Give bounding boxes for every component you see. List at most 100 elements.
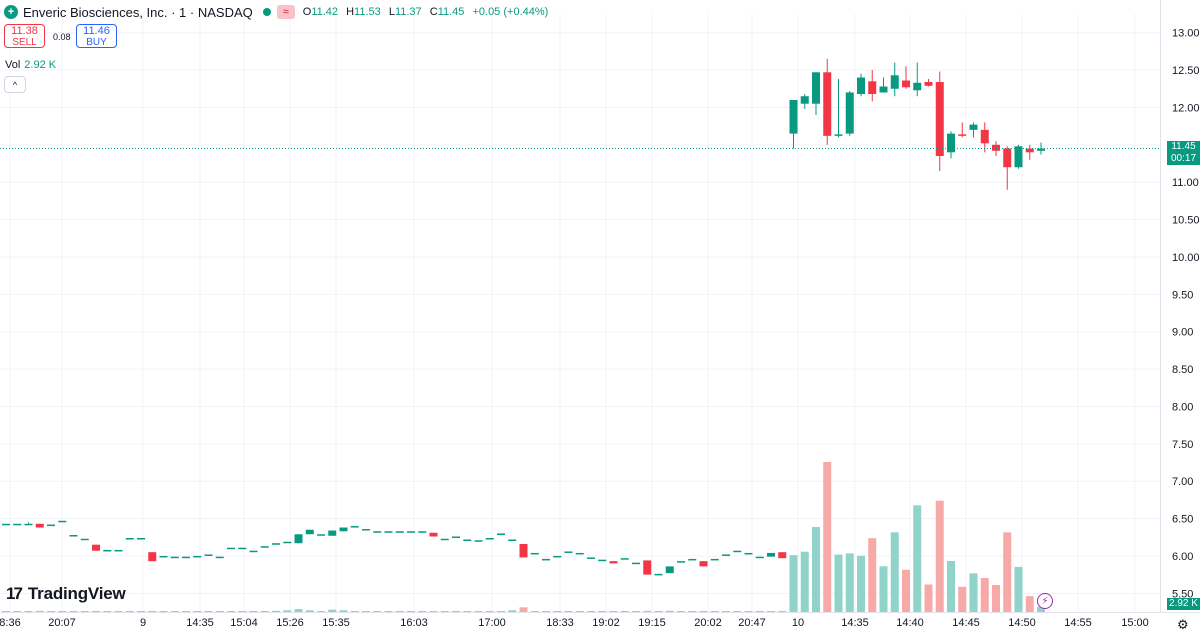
candle-body — [463, 539, 472, 541]
candle-body — [35, 523, 44, 528]
sell-button[interactable]: 11.38 SELL — [4, 24, 45, 48]
volume-bar — [227, 611, 235, 612]
volume-bar — [159, 611, 168, 612]
candle-body — [620, 558, 629, 560]
tradingview-logo[interactable]: 17 TradingView — [6, 584, 126, 604]
candle-body — [789, 99, 798, 134]
candle-body — [834, 134, 843, 136]
volume-bar — [688, 611, 697, 612]
volume-bar — [542, 611, 550, 612]
candle-body — [13, 523, 22, 526]
x-tick-label: 10 — [792, 617, 804, 629]
sell-label: SELL — [12, 37, 37, 48]
volume-bar — [13, 611, 22, 612]
candle-body — [58, 520, 67, 523]
candle-body — [744, 552, 753, 555]
volume-legend[interactable]: Vol 2.92 K — [5, 59, 56, 71]
candle-body — [755, 556, 764, 559]
y-tick-label: 9.00 — [1172, 327, 1193, 339]
volume-bar — [947, 561, 955, 612]
candle-body — [823, 72, 832, 136]
time-axis[interactable]: 8:36 20:07 9 14:35 15:04 15:26 15:35 16:03 17:00… — [0, 612, 1200, 630]
volume-bar — [350, 611, 359, 612]
volume-bar — [474, 611, 483, 612]
volume-bar — [137, 611, 145, 612]
volume-value: 2.92 K — [24, 59, 57, 71]
volume-bar — [35, 610, 44, 612]
volume-bar — [193, 611, 202, 612]
flash-icon[interactable]: ⚡ — [1037, 593, 1053, 609]
volume-bar — [395, 611, 404, 612]
candle-body — [125, 537, 134, 540]
x-tick-label: 20:47 — [738, 617, 766, 629]
volume-bar — [170, 611, 179, 612]
candle-body — [440, 538, 449, 541]
volume-bar — [407, 611, 415, 612]
data-delay-icon[interactable]: ≈ — [276, 5, 295, 19]
candle-body — [339, 527, 348, 532]
symbol-title[interactable]: Enveric Biosciences, Inc. · 1 · NASDAQ — [23, 4, 253, 20]
volume-bar — [114, 611, 123, 612]
volume-bar — [609, 611, 618, 612]
ohlc-legend: O11.42 H11.53 L11.37 C11.45 +0.05 (+0.44… — [303, 6, 554, 18]
volume-bar — [598, 611, 607, 612]
x-tick-label: 20:02 — [694, 617, 722, 629]
volume-bar — [1025, 596, 1034, 612]
volume-bar — [283, 610, 292, 612]
market-status-icon[interactable] — [262, 8, 271, 16]
candle-body — [170, 556, 179, 559]
change-value: +0.05 (+0.44%) — [472, 6, 549, 18]
volume-bar — [440, 611, 449, 612]
tradingview-mark-icon: 17 — [6, 584, 23, 603]
volume-bar — [2, 611, 10, 612]
candle-body — [969, 124, 978, 130]
last-price-label: 11.45 — [1167, 141, 1200, 153]
candle-body — [373, 531, 382, 533]
y-tick-label: 6.50 — [1172, 514, 1193, 526]
volume-bar — [429, 611, 438, 612]
y-tick-label: 6.00 — [1172, 551, 1193, 563]
volume-label: Vol — [5, 59, 21, 71]
y-tick-label: 12.00 — [1172, 102, 1200, 114]
y-tick-label: 7.50 — [1172, 439, 1193, 451]
volume-bar — [204, 611, 213, 612]
volume-bar — [92, 611, 100, 612]
candle-body — [542, 558, 550, 561]
open-label: O — [302, 6, 312, 18]
price-axis[interactable]: 13.0012.5012.0011.5011.0010.5010.009.509… — [1160, 0, 1200, 612]
volume-bar — [519, 607, 528, 612]
x-tick-label: 9 — [140, 617, 146, 629]
y-tick-label: 10.00 — [1172, 252, 1200, 264]
symbol-header: + Enveric Biosciences, Inc. · 1 · NASDAQ… — [4, 2, 553, 22]
volume-bar — [24, 611, 33, 612]
y-tick-label: 11.00 — [1172, 177, 1199, 189]
y-tick-label: 13.00 — [1172, 28, 1200, 40]
candle-body — [868, 81, 877, 94]
settings-icon[interactable]: ⚙ — [1177, 617, 1189, 632]
candle-body — [800, 96, 809, 104]
volume-bar — [553, 611, 562, 612]
candle-body — [1025, 148, 1034, 153]
close-value: 11.45 — [437, 6, 465, 18]
candle-body — [362, 529, 370, 531]
candle-body — [632, 562, 640, 565]
volume-bar — [699, 611, 708, 612]
price-candles — [2, 58, 1045, 576]
x-tick-label: 14:55 — [1064, 617, 1092, 629]
volume-bar — [969, 573, 978, 612]
collapse-legend-button[interactable]: ^ — [4, 76, 26, 93]
volume-bar — [587, 611, 595, 612]
volume-bar — [767, 611, 775, 612]
candle-body — [148, 552, 157, 562]
x-tick-label: 15:00 — [1121, 617, 1149, 629]
candle-body — [24, 523, 33, 526]
buy-button[interactable]: 11.46 BUY — [76, 24, 117, 48]
candle-body — [395, 531, 404, 533]
y-tick-label: 8.50 — [1172, 364, 1193, 376]
volume-bar — [575, 611, 584, 612]
volume-bar — [845, 553, 854, 612]
open-value: 11.42 — [311, 6, 339, 18]
volume-bar — [58, 611, 67, 612]
candle-body — [283, 541, 292, 544]
